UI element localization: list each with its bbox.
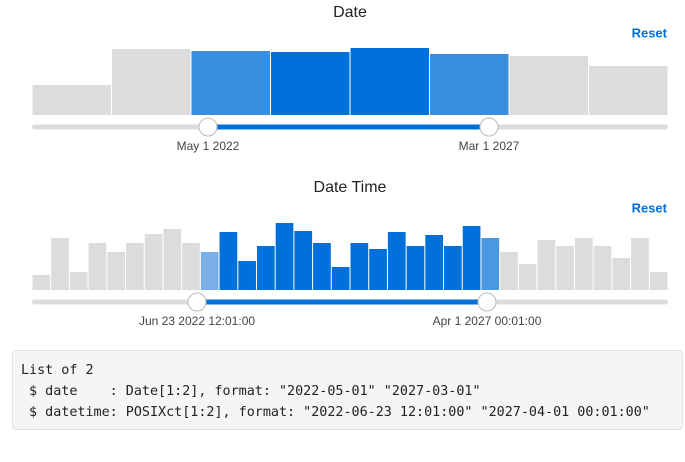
slider-title: Date	[333, 4, 367, 21]
histogram-bar	[88, 243, 107, 290]
handle-label: Apr 1 2027 00:01:00	[433, 314, 542, 328]
histogram-bar	[612, 258, 631, 290]
histogram-bar	[200, 252, 219, 290]
slider-range	[197, 299, 487, 305]
handle-label: Mar 1 2027	[459, 139, 520, 153]
histogram-bar	[500, 252, 518, 290]
slider-handle[interactable]	[477, 292, 497, 312]
histogram-bar	[425, 235, 444, 290]
histogram-bar	[406, 246, 425, 290]
histogram-bar	[537, 240, 556, 290]
histogram-bar	[69, 272, 88, 290]
histogram-bar	[256, 246, 275, 290]
histogram-bar	[593, 246, 612, 290]
console-output: List of 2 $ date : Date[1:2], format: "2…	[12, 350, 683, 430]
output-line: $ date : Date[1:2], format: "2022-05-01"…	[21, 384, 481, 399]
histogram-bar	[481, 238, 500, 290]
histogram-bar	[275, 223, 294, 290]
histogram-bar	[238, 261, 256, 290]
handle-label: Jun 23 2022 12:01:00	[139, 314, 255, 328]
histogram-bar	[387, 232, 406, 290]
slider-handle[interactable]	[198, 117, 218, 137]
output-line: $ datetime: POSIXct[1:2], format: "2022-…	[21, 405, 650, 420]
histogram-bar	[462, 226, 481, 290]
histogram-bar	[182, 243, 200, 290]
slider-handle[interactable]	[479, 117, 499, 137]
slider-range	[208, 124, 489, 130]
histogram-bar	[350, 48, 429, 115]
histogram-bar	[163, 229, 182, 290]
histogram-bar	[574, 238, 593, 290]
histogram-bar	[509, 56, 588, 115]
reset-link[interactable]: Reset	[632, 25, 668, 40]
histogram-bar	[430, 54, 509, 115]
slider-handle[interactable]	[187, 292, 207, 312]
histogram-bar	[271, 52, 350, 115]
reset-link[interactable]: Reset	[632, 200, 668, 215]
histogram-bar	[350, 243, 369, 290]
histogram-bar	[589, 66, 668, 115]
histogram-bar	[313, 243, 331, 290]
histogram-bar	[32, 275, 51, 290]
histogram-bar	[32, 85, 111, 115]
histogram-bar	[631, 238, 649, 290]
histogram-bar	[518, 264, 537, 290]
histogram-bar	[649, 272, 668, 290]
output-line: List of 2	[21, 363, 94, 378]
histogram-bar	[331, 267, 350, 290]
histogram-bar	[51, 238, 69, 290]
histogram-bar	[112, 49, 191, 115]
handle-label: May 1 2022	[177, 139, 240, 153]
histogram-bar	[191, 51, 270, 115]
histogram-bar	[294, 231, 313, 290]
histogram-bar	[126, 243, 144, 290]
histogram-bar	[144, 234, 163, 290]
histogram-bar	[556, 246, 574, 290]
histogram-bar	[219, 232, 238, 290]
slider-title: Date Time	[314, 179, 387, 196]
histogram-bar	[444, 246, 462, 290]
histogram-bar	[107, 252, 126, 290]
sliders: Date Reset May 1 2022 Mar 1 2027 Date Time Re…	[32, 4, 668, 328]
histogram-bar	[369, 249, 387, 290]
